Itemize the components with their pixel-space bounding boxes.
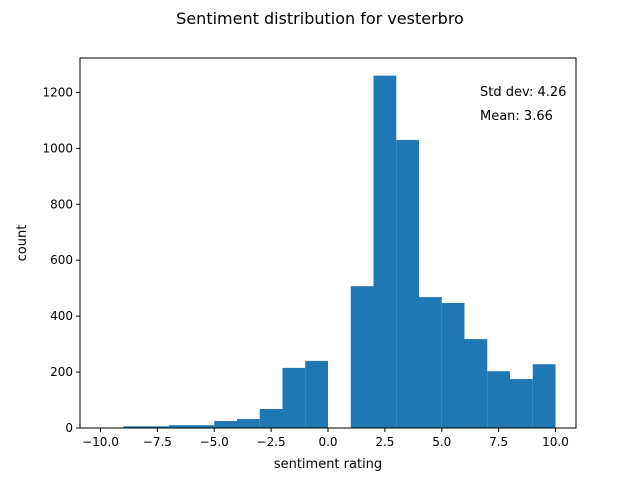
y-tick-label: 800 bbox=[50, 197, 73, 211]
x-tick-label: −2.5 bbox=[257, 435, 286, 449]
histogram-bar-5 bbox=[236, 419, 260, 428]
x-tick-label: 2.5 bbox=[375, 435, 394, 449]
histogram-bar-12 bbox=[419, 297, 442, 428]
histogram-bar-0 bbox=[123, 426, 146, 428]
y-tick-label: 1000 bbox=[42, 141, 73, 155]
x-tick-label: 10.0 bbox=[542, 435, 569, 449]
y-tick-label: 600 bbox=[50, 253, 73, 267]
histogram-bar-16 bbox=[510, 379, 533, 428]
histogram-bar-11 bbox=[396, 139, 420, 428]
x-tick-label: −10.0 bbox=[82, 435, 119, 449]
histogram-bar-4 bbox=[214, 421, 237, 428]
x-tick-label: 5.0 bbox=[432, 435, 451, 449]
x-axis-ticks: −10.0 −7.5 −5.0 −2.5 0.0 2.5 5.0 7.5 10.0 bbox=[82, 428, 569, 449]
x-tick-label: 0.0 bbox=[318, 435, 337, 449]
histogram-bar-7 bbox=[282, 367, 306, 428]
histogram-bar-13 bbox=[441, 302, 465, 428]
y-tick-label: 1200 bbox=[42, 85, 73, 99]
histogram-bar-6 bbox=[259, 408, 283, 428]
y-tick-label: 400 bbox=[50, 309, 73, 323]
histogram-bar-14 bbox=[464, 339, 488, 428]
histogram-bar-1 bbox=[145, 426, 169, 428]
y-axis-label: count bbox=[15, 225, 30, 262]
histogram-bar-8 bbox=[305, 360, 328, 428]
y-tick-label: 200 bbox=[50, 365, 73, 379]
histogram-bar-10 bbox=[373, 75, 397, 428]
histogram-bar-17 bbox=[532, 364, 556, 428]
histogram-bar-15 bbox=[487, 371, 511, 428]
histogram-bar-3 bbox=[191, 425, 215, 428]
histogram-bar-2 bbox=[168, 425, 192, 428]
chart-title: Sentiment distribution for vesterbro bbox=[176, 9, 464, 28]
annotation-mean: Mean: 3.66 bbox=[480, 109, 553, 124]
plot-frame bbox=[79, 57, 577, 429]
x-tick-label: −5.0 bbox=[200, 435, 229, 449]
annotation-std-dev: Std dev: 4.26 bbox=[480, 85, 566, 100]
y-tick-label: 0 bbox=[65, 421, 73, 435]
x-tick-label: −7.5 bbox=[143, 435, 172, 449]
x-axis-label: sentiment rating bbox=[274, 457, 382, 472]
x-tick-label: 7.5 bbox=[489, 435, 508, 449]
histogram-bar-9 bbox=[350, 286, 374, 428]
y-axis-ticks: 0 200 400 600 800 1000 1200 bbox=[42, 85, 80, 435]
bars-group bbox=[123, 75, 556, 428]
